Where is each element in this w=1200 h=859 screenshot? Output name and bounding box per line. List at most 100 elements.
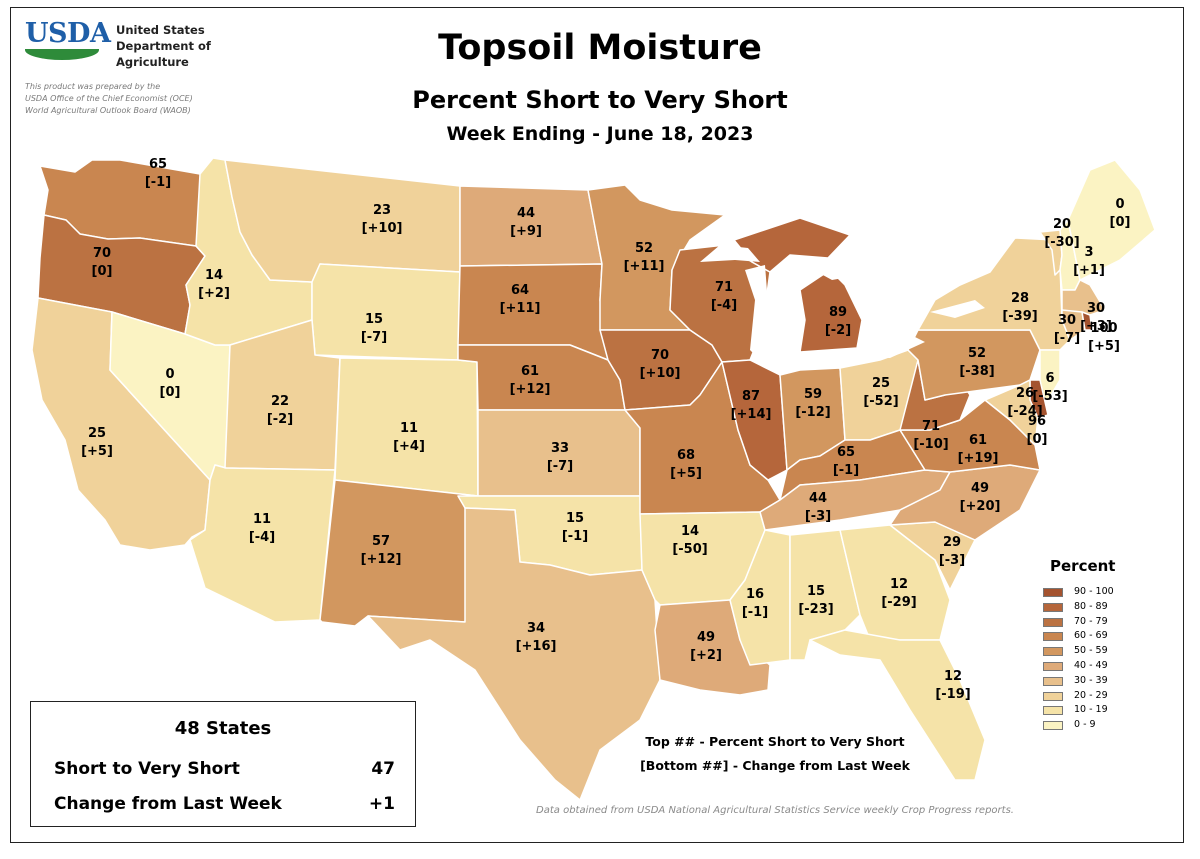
state-ri (1081, 311, 1093, 331)
state-change-mo: [+5] (670, 466, 702, 481)
state-change-pa: [-38] (959, 364, 994, 379)
state-value-ma: 30 (1087, 301, 1105, 316)
state-value-ok: 15 (566, 511, 584, 526)
legend-label: 70 - 79 (1074, 615, 1108, 627)
state-ct (1061, 309, 1086, 341)
state-value-fl: 12 (944, 669, 962, 684)
state-value-me: 0 (1115, 197, 1124, 212)
state-change-ct: [-7] (1054, 331, 1080, 346)
week-ending: Week Ending - June 18, 2023 (446, 123, 754, 145)
state-value-ct: 30 (1058, 313, 1076, 328)
legend-swatch (1043, 721, 1063, 731)
state-change-in: [-12] (795, 405, 830, 420)
state-labels: 65 [-1] 70 [0] 25 [+5] 0 [0] 14 [+2] 23 [+10] 15 [-7]… (81, 157, 1130, 702)
state-value-la: 49 (697, 630, 715, 645)
summary-change-label: Change from Last Week (54, 794, 282, 814)
state-value-vt: 20 (1053, 217, 1071, 232)
legend-swatch (1043, 662, 1063, 671)
legend-swatch (1043, 676, 1063, 686)
state-change-nj: [-53] (1032, 389, 1067, 404)
state-mt (224, 159, 461, 283)
state-change-de: [0] (1027, 432, 1048, 447)
state-value-co: 11 (400, 421, 418, 436)
state-change-ny: [-39] (1002, 309, 1037, 324)
legend-label: 20 - 29 (1074, 689, 1108, 701)
state-change-nh: [+1] (1073, 263, 1105, 278)
legend-swatch (1043, 691, 1063, 701)
legend-swatch (1043, 617, 1063, 627)
state-change-sc: [-3] (939, 553, 965, 568)
state-change-tn: [-3] (805, 509, 831, 524)
state-value-ky: 65 (837, 445, 855, 460)
state-value-mi: 89 (829, 305, 847, 320)
state-value-ri: 100 (1090, 321, 1117, 336)
state-change-or: [0] (92, 264, 113, 279)
state-value-mn: 52 (635, 241, 653, 256)
legend-swatch (1043, 632, 1063, 642)
summary-box: 48 States Short to Very Short 47 Change … (30, 701, 416, 827)
state-ms (729, 529, 791, 666)
state-value-ca: 25 (88, 426, 106, 441)
state-tx (367, 507, 661, 801)
state-value-pa: 52 (968, 346, 986, 361)
state-change-ky: [-1] (833, 463, 859, 478)
state-value-wy: 15 (365, 312, 383, 327)
lake-1 (700, 245, 760, 262)
state-change-nc: [+20] (960, 499, 1001, 514)
legend-label: 50 - 59 (1074, 645, 1108, 657)
state-value-tx: 34 (527, 621, 545, 636)
state-change-wv: [-10] (913, 437, 948, 452)
summary-short-value: 47 (371, 759, 395, 779)
summary-heading: 48 States (174, 718, 272, 739)
map-title: Topsoil Moisture (438, 28, 762, 68)
map-frame (10, 7, 1184, 843)
state-value-nm: 57 (372, 534, 390, 549)
state-change-sd: [+11] (500, 301, 541, 316)
legend-label: 40 - 49 (1074, 660, 1108, 671)
state-value-in: 59 (804, 387, 822, 402)
lake-4 (862, 332, 925, 358)
legend-swatch (1043, 706, 1063, 716)
state-change-mn: [+11] (624, 259, 665, 274)
lake-2 (745, 265, 770, 360)
lake-5 (930, 300, 985, 318)
state-change-ks: [-7] (547, 459, 573, 474)
state-change-va: [+19] (958, 451, 999, 466)
state-me (1067, 159, 1156, 281)
legend-label: 80 - 89 (1074, 600, 1108, 612)
state-change-oh: [-52] (863, 394, 898, 409)
legend-label: 10 - 19 (1074, 704, 1108, 716)
state-change-tx: [+16] (516, 639, 557, 654)
state-fl (809, 629, 986, 781)
state-change-wa: [-1] (145, 175, 171, 190)
state-value-va: 61 (969, 433, 987, 448)
state-value-tn: 44 (809, 491, 827, 506)
state-change-ar: [-50] (672, 542, 707, 557)
state-change-wy: [-7] (361, 330, 387, 345)
map-subtitle: Percent Short to Very Short (412, 86, 788, 114)
state-change-ms: [-1] (742, 605, 768, 620)
data-source-note: Data obtained from USDA National Agricul… (536, 805, 1014, 816)
state-change-fl: [-19] (935, 687, 970, 702)
state-change-ri: [+5] (1088, 339, 1120, 354)
state-change-co: [+4] (393, 439, 425, 454)
prepared-by-note: This product was prepared by the USDA Of… (25, 82, 193, 115)
usda-logo: USDA (25, 18, 111, 62)
state-change-ne: [+12] (510, 382, 551, 397)
state-value-ga: 12 (890, 577, 908, 592)
state-change-la: [+2] (690, 648, 722, 663)
state-value-mt: 23 (373, 203, 391, 218)
state-value-oh: 25 (872, 376, 890, 391)
legend-swatch (1043, 588, 1063, 597)
great-lakes (700, 245, 985, 360)
state-change-ga: [-29] (881, 595, 916, 610)
state-value-nh: 3 (1084, 245, 1093, 260)
state-value-nv: 0 (165, 367, 174, 382)
state-value-az: 11 (253, 512, 271, 527)
legend-label: 60 - 69 (1074, 630, 1108, 642)
state-value-or: 70 (93, 246, 111, 261)
state-value-sd: 64 (511, 283, 529, 298)
state-value-ar: 14 (681, 524, 699, 539)
state-value-il: 87 (742, 389, 760, 404)
usda-logo-text: USDA (25, 18, 111, 49)
